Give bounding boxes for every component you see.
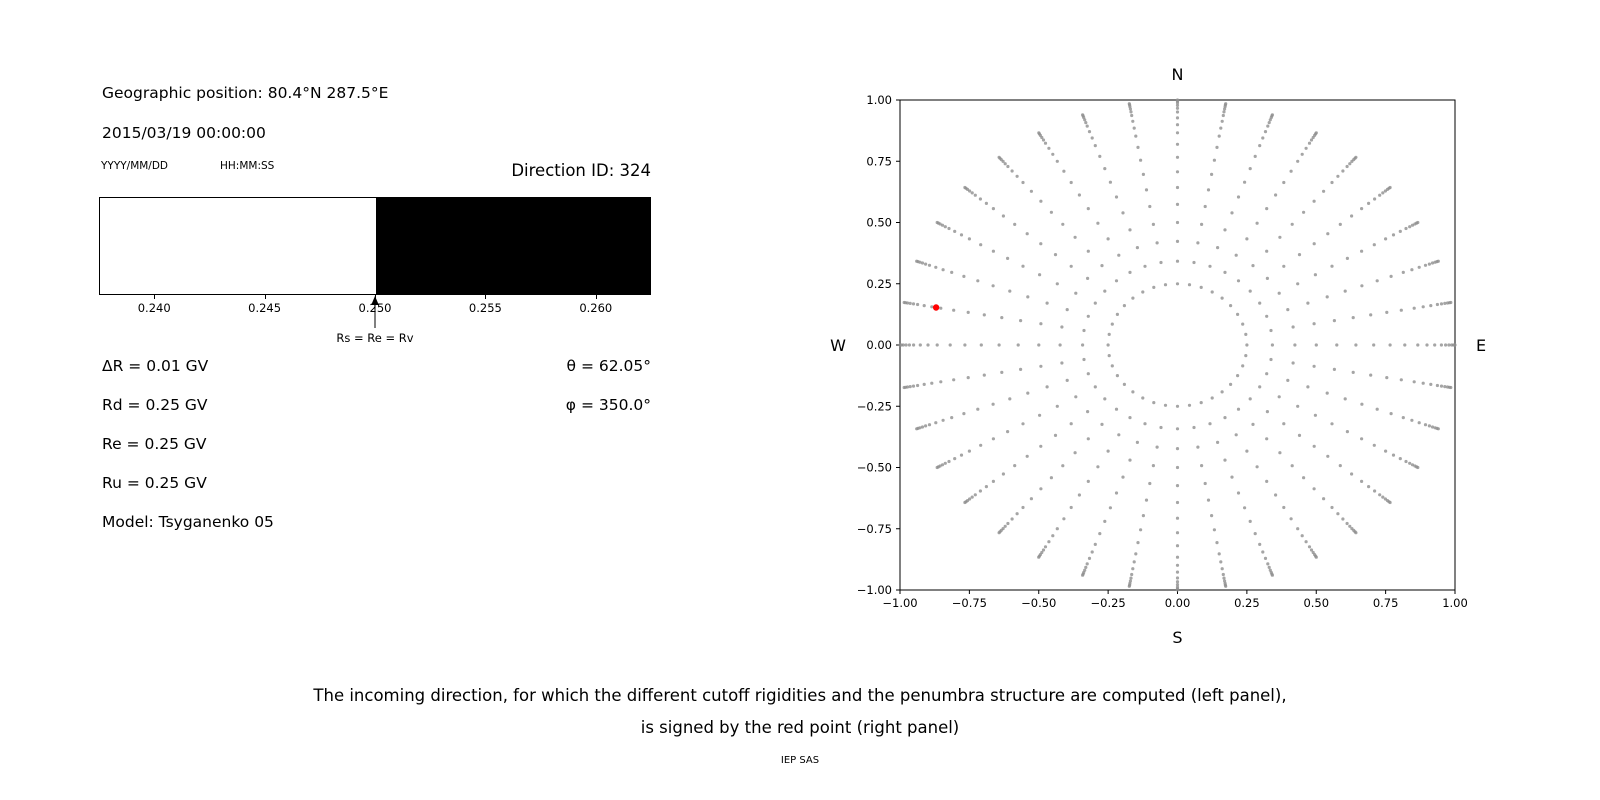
rd-value: Rd = 0.25 GV <box>102 396 208 414</box>
x-axis-tick-label: 0.75 <box>1373 596 1399 610</box>
x-axis-tick-label: 0.50 <box>1303 596 1329 610</box>
caption-line-2: is signed by the red point (right panel) <box>640 718 960 737</box>
annotation-label: Rs = Re = Rv <box>336 331 414 345</box>
caption-line-1: The incoming direction, for which the di… <box>313 686 1287 705</box>
penumbra-forbidden-region <box>376 197 651 295</box>
direction-id-text: Direction ID: 324 <box>511 161 651 180</box>
direction-scatter-plot: −1.00 −0.75 −0.50 −0.25 0.00 0.25 0.50 0.75 1.00… <box>830 65 1486 647</box>
y-axis-tick-label: −0.75 <box>857 522 892 536</box>
datetime-text: 2015/03/19 00:00:00 <box>102 124 266 142</box>
theta-value: θ = 62.05° <box>566 357 651 375</box>
date-format-label: YYYY/MM/DD <box>101 160 169 172</box>
penumbra-axis-tick-label: 0.245 <box>248 301 282 315</box>
penumbra-axis-tick <box>264 295 266 299</box>
y-axis-tick-label: 0.50 <box>866 216 892 230</box>
compass-west-label: W <box>830 336 846 355</box>
phi-value: φ = 350.0° <box>565 396 651 414</box>
compass-east-label: E <box>1476 336 1486 355</box>
penumbra-axis-tick <box>154 295 156 299</box>
penumbra-axis-tick-label: 0.255 <box>468 301 502 315</box>
up-arrow-icon <box>371 296 379 328</box>
y-axis-tick-label: 0.25 <box>866 277 892 291</box>
x-axis-tick-label: −0.50 <box>1021 596 1056 610</box>
penumbra-axis-tick-label: 0.240 <box>137 301 171 315</box>
selected-direction-point <box>932 304 940 311</box>
y-axis-tick-label: 0.00 <box>866 338 892 352</box>
penumbra-axis-tick-label: 0.260 <box>579 301 613 315</box>
direction-grid-points <box>898 98 1457 592</box>
model-name: Model: Tsyganenko 05 <box>102 513 274 531</box>
x-axis-tick-label: 0.25 <box>1234 596 1260 610</box>
compass-south-label: S <box>1172 628 1182 647</box>
credit-text: IEP SAS <box>780 755 820 766</box>
plot-frame <box>899 99 1456 591</box>
y-axis-tick-label: 1.00 <box>866 93 892 107</box>
penumbra-axis-tick <box>375 295 376 299</box>
compass-north-label: N <box>1172 65 1184 84</box>
x-axis-tick-label: 0.00 <box>1165 596 1191 610</box>
penumbra-axis-tick <box>595 295 597 299</box>
y-axis-tick-label: −0.25 <box>857 399 892 413</box>
ru-value: Ru = 0.25 GV <box>102 474 207 492</box>
x-axis-tick-label: −1.00 <box>882 596 917 610</box>
x-axis-tick-label: 1.00 <box>1442 596 1468 610</box>
time-format-label: HH:MM:SS <box>220 160 275 172</box>
x-axis-tick-label: −0.25 <box>1091 596 1126 610</box>
geographic-position-text: Geographic position: 80.4°N 287.5°E <box>102 84 389 102</box>
delta-r-value: ΔR = 0.01 GV <box>102 357 209 375</box>
y-axis-tick-label: 0.75 <box>866 154 892 168</box>
penumbra-bar-chart <box>99 197 651 295</box>
y-axis-tick-label: −1.00 <box>857 583 892 597</box>
x-axis-tick-label: −0.75 <box>952 596 987 610</box>
penumbra-axis-tick <box>485 295 487 299</box>
re-value: Re = 0.25 GV <box>102 435 207 453</box>
y-axis-tick-label: −0.50 <box>857 461 892 475</box>
